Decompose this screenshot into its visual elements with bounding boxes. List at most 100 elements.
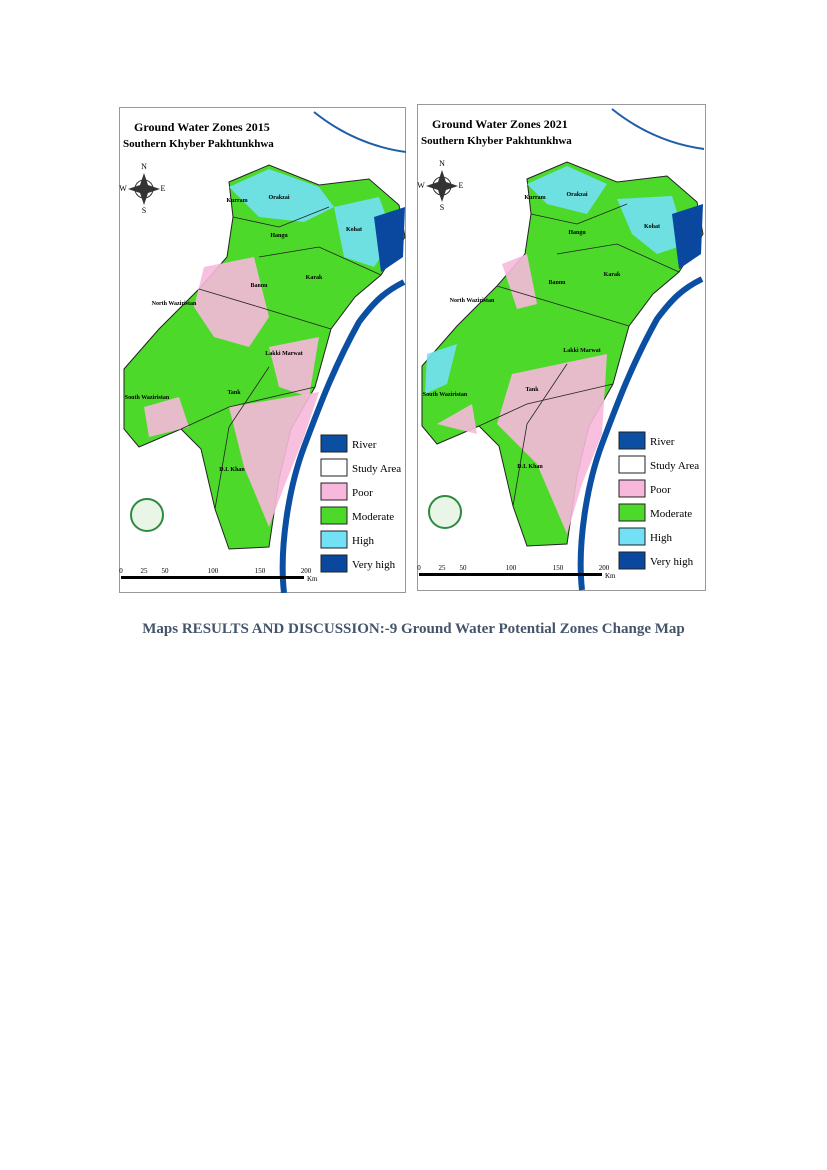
legend-label: Study Area [650,460,699,472]
scale-label: 200 [301,567,312,575]
poor-zone [269,337,319,397]
logo [130,498,164,532]
compass-ring [134,179,154,199]
scale-label: 0 [119,567,123,575]
compass-ring [432,176,452,196]
compass-rose [426,170,458,202]
high-zone [617,196,687,254]
scale-label: 100 [506,564,517,572]
scale-label: 150 [553,564,564,572]
compass-label: E [459,181,464,190]
scale-label: 0 [417,564,421,572]
legend-swatch [618,503,646,522]
district-label: Hangu [270,233,288,239]
scale-label: 100 [208,567,219,575]
scale-unit: Km [307,575,318,583]
legend-label: Moderate [650,508,692,520]
district-label: Tank [227,390,241,396]
legend-label: River [650,436,675,448]
river-north [313,111,406,153]
scale-label: 25 [439,564,447,572]
map-title: Ground Water Zones 2021 [432,117,568,131]
scale-label: 150 [255,567,266,575]
river-north [611,108,705,150]
district-label: South Waziristan [423,392,468,398]
district-borders [478,203,680,507]
district-label: D.I. Khan [517,464,543,470]
district-label: Tank [525,387,539,393]
district-label: Kohat [346,227,362,233]
district-label: Kurram [226,198,247,204]
map-2021: Ground Water Zones 2021 Southern Khyber P… [417,104,706,591]
scale-label: 25 [141,567,149,575]
legend-swatch [320,506,348,525]
compass-label: N [439,159,445,168]
legend-swatch [320,482,348,501]
scale-label: 50 [460,564,468,572]
legend-swatch [320,458,348,477]
district-label: North Waziristan [450,298,495,304]
district-label: Kurram [524,195,545,201]
compass-label: N [141,162,147,171]
legend-swatch [618,431,646,450]
logo [428,495,462,529]
legend-label: High [650,532,673,544]
legend-swatch [618,551,646,570]
compass-label: S [440,203,444,212]
scale-label: 50 [162,567,170,575]
map-2015: Ground Water Zones 2015 Southern Khyber P… [119,107,406,593]
compass-label: E [161,184,166,193]
district-label: Hangu [568,230,586,236]
district-label: Orakzai [269,195,290,201]
scale-bar [121,576,304,579]
map-subtitle: Southern Khyber Pakhtunkhwa [421,135,572,147]
poor-zone [437,404,477,434]
district-label: D.I. Khan [219,467,245,473]
study-area [421,161,704,547]
legend-label: River [352,439,377,451]
indus-river [279,279,406,593]
compass-label: W [417,181,425,190]
high-zone [229,169,334,222]
legend-label: Very high [352,559,396,571]
district-label: Karak [306,275,323,281]
district-label: Orakzai [567,192,588,198]
very-high-zone [374,207,405,272]
legend-swatch [320,434,348,453]
district-label: North Waziristan [152,301,197,307]
legend-swatch [618,455,646,474]
district-label: South Waziristan [125,395,170,401]
indus-river [577,276,704,591]
district-label: Bannu [548,280,566,286]
very-high-zone [672,204,703,269]
district-label: Lakki Marwat [265,351,303,357]
legend-label: Poor [650,484,671,496]
district-borders [180,206,382,510]
scale-label: 200 [599,564,610,572]
district-label: Karak [604,272,621,278]
district-label: Kohat [644,224,660,230]
legend-swatch [320,554,348,573]
compass-rose [128,173,160,205]
poor-zone [144,397,189,437]
map-title: Ground Water Zones 2015 [134,120,270,134]
poor-zone [194,257,269,347]
legend-label: High [352,535,375,547]
caption: Maps RESULTS AND DISCUSSION:-9 Ground Wa… [142,621,685,637]
legend-label: Very high [650,556,694,568]
study-area [123,164,406,550]
legend-label: Study Area [352,463,401,475]
legend-swatch [618,479,646,498]
legend-swatch [320,530,348,549]
compass-label: S [142,206,146,215]
district-label: Bannu [250,283,268,289]
legend-label: Poor [352,487,373,499]
high-zone [527,166,607,214]
compass-label: W [119,184,127,193]
legend-label: Moderate [352,511,394,523]
legend-swatch [618,527,646,546]
poor-zone [497,354,607,534]
scale-unit: Km [605,572,616,580]
scale-bar [419,573,602,576]
